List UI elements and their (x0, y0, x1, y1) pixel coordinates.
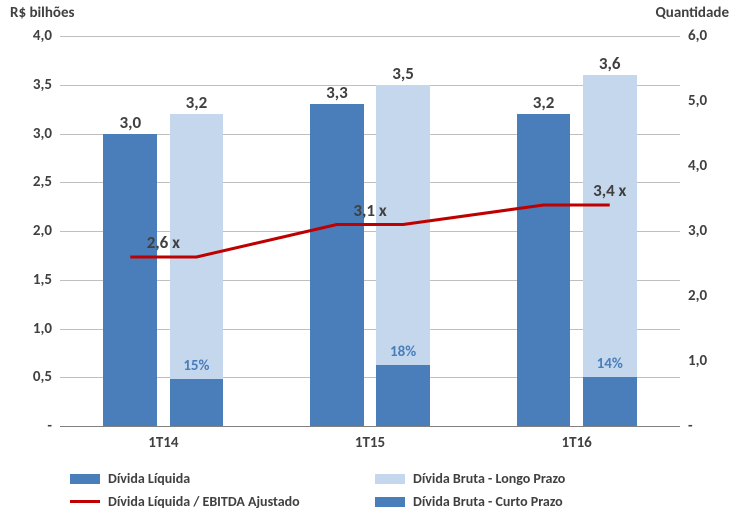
line-value-label: 3,1 x (353, 200, 386, 221)
ytick-left: 3,5 (0, 76, 52, 94)
axis-title-right: Quantidade (656, 4, 730, 22)
legend-item-ratio: Dívida Líquida / EBITDA Ajustado (70, 493, 365, 510)
plot-area: 3,03,215%3,33,518%3,23,614%2,6 x3,1 x3,4… (60, 36, 680, 427)
ytick-left: 3,0 (0, 125, 52, 143)
ytick-right: 1,0 (688, 352, 707, 370)
legend-item-liquida: Dívida Líquida (70, 470, 365, 487)
legend-item-curto: Dívida Bruta - Curto Prazo (375, 493, 670, 510)
swatch-liquida (70, 474, 100, 484)
ytick-left: 1,5 (0, 271, 52, 289)
swatch-ratio (70, 500, 100, 503)
line-value-label: 2,6 x (147, 232, 180, 253)
y-axis-right: -1,02,03,04,05,06,0 (688, 36, 738, 426)
ytick-right: 5,0 (688, 92, 707, 110)
ytick-left: 2,0 (0, 222, 52, 240)
ytick-right: 6,0 (688, 27, 707, 45)
ytick-right: 3,0 (688, 222, 707, 240)
x-axis: 1T14 1T15 1T16 (60, 430, 680, 454)
ytick-left: 1,0 (0, 320, 52, 338)
legend: Dívida Líquida Dívida Bruta - Longo Praz… (70, 470, 670, 510)
ytick-left: - (0, 417, 52, 435)
swatch-longo (375, 474, 405, 484)
x-category: 1T15 (355, 434, 385, 452)
ytick-right: 4,0 (688, 157, 707, 175)
axis-title-left: R$ bilhões (10, 4, 75, 22)
legend-label: Dívida Bruta - Curto Prazo (413, 493, 563, 510)
ratio-line (60, 36, 680, 426)
ytick-left: 2,5 (0, 173, 52, 191)
y-axis-left: -0,51,01,52,02,53,03,54,0 (0, 36, 52, 426)
ytick-right: - (688, 417, 693, 435)
swatch-curto (375, 497, 405, 507)
legend-label: Dívida Bruta - Longo Prazo (413, 470, 565, 487)
x-category: 1T14 (148, 434, 178, 452)
x-category: 1T16 (562, 434, 592, 452)
legend-label: Dívida Líquida (108, 470, 190, 487)
legend-label: Dívida Líquida / EBITDA Ajustado (108, 493, 300, 510)
debt-chart: R$ bilhões Quantidade - 0,5 1,0 1,5 2,0 2,5 3,… (0, 0, 739, 520)
ytick-left: 0,5 (0, 368, 52, 386)
ytick-right: 2,0 (688, 287, 707, 305)
legend-item-longo: Dívida Bruta - Longo Prazo (375, 470, 670, 487)
line-value-label: 3,4 x (593, 180, 626, 201)
ytick-left: 4,0 (0, 27, 52, 45)
